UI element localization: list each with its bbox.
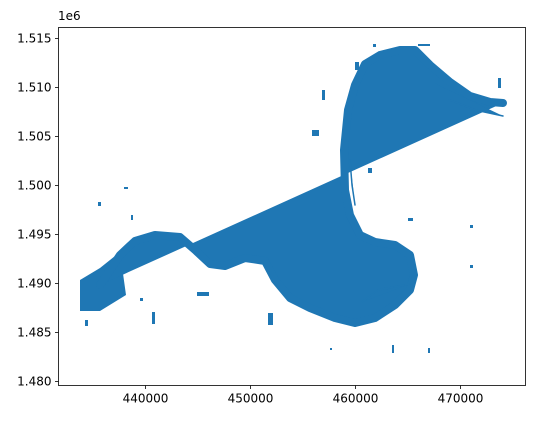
y-tick-label: 1.485	[17, 325, 51, 339]
x-tick-label: 470000	[438, 392, 484, 406]
river-side-channel	[361, 283, 411, 303]
x-tick-label: 450000	[228, 392, 274, 406]
y-tick-label: 1.510	[17, 80, 51, 94]
x-tick-label: 460000	[333, 392, 379, 406]
river-channel	[96, 46, 507, 327]
y-tick-label: 1.515	[17, 31, 51, 45]
plot-frame	[58, 27, 526, 386]
offset-text: 1e6	[58, 9, 81, 23]
river-specks	[85, 44, 501, 353]
y-tick-label: 1.505	[17, 129, 51, 143]
river	[80, 44, 507, 353]
y-tick-label: 1.495	[17, 227, 51, 241]
y-tick-label: 1.490	[17, 276, 51, 290]
y-tick-label: 1.500	[17, 178, 51, 192]
y-tick-label: 1.480	[17, 374, 51, 388]
river-side-channel	[349, 159, 356, 206]
x-tick-label: 440000	[123, 392, 169, 406]
